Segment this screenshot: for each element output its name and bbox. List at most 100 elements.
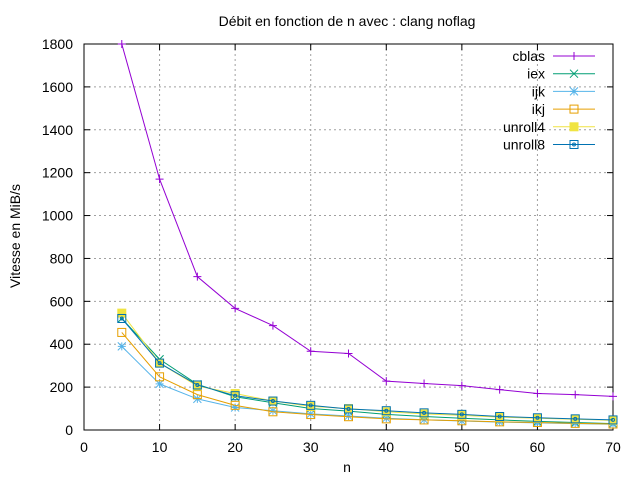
data-point-unroll8 — [157, 361, 162, 366]
data-point-unroll8 — [608, 415, 618, 425]
legend-marker — [572, 142, 576, 147]
series-ijk — [117, 342, 618, 429]
data-point-cblas — [382, 377, 391, 386]
data-point-unroll8 — [117, 313, 127, 323]
data-point-unroll8 — [419, 408, 429, 418]
legend-item-cblas: cblas — [512, 48, 595, 64]
y-tick-label: 1600 — [42, 79, 73, 95]
series-line-ikj — [121, 332, 614, 425]
data-point-cblas — [231, 304, 240, 313]
legend-item-unroll8: unroll8 — [503, 137, 595, 153]
y-tick-label: 1000 — [42, 208, 73, 224]
plot-frame — [83, 43, 614, 431]
data-point-unroll8 — [268, 396, 278, 406]
legend-label: ikj — [532, 101, 545, 117]
data-point-ikj — [268, 407, 278, 417]
data-point-ijk — [268, 406, 278, 416]
data-point-cblas — [457, 381, 466, 390]
data-point-unroll8 — [346, 406, 351, 411]
legend-label: ijk — [532, 83, 546, 99]
data-point-unroll8 — [230, 391, 240, 401]
data-point-unroll4 — [117, 308, 127, 318]
data-point-cblas — [495, 385, 504, 394]
x-tick-label: 70 — [605, 439, 621, 455]
data-point-ikj — [117, 327, 127, 337]
data-point-unroll8 — [573, 416, 578, 421]
data-point-unroll8 — [192, 380, 202, 390]
legend-marker — [569, 104, 579, 114]
series-line-unroll8 — [121, 318, 614, 421]
data-point-unroll8 — [308, 403, 313, 408]
x-tick-label: 40 — [378, 439, 394, 455]
data-point-unroll8 — [495, 411, 505, 421]
grid — [84, 44, 613, 430]
y-tick-label: 1800 — [42, 36, 73, 52]
data-point-cblas — [117, 40, 126, 48]
legend-marker — [569, 69, 579, 79]
data-point-unroll8 — [270, 399, 275, 404]
x-tick-label: 20 — [227, 439, 243, 455]
data-point-ijk — [117, 342, 127, 351]
x-axis-label: n — [343, 459, 351, 475]
data-point-ikj — [192, 390, 202, 400]
y-tick-label: 1400 — [42, 122, 73, 138]
legend-label: iex — [527, 66, 545, 82]
axis-ticks: 0 200 400 600 800 1000 1200 1400 1600 1800 0 10 20 30… — [42, 36, 621, 455]
data-point-ikj — [230, 400, 240, 410]
legend-item-iex: iex — [527, 66, 595, 82]
x-tick-label: 10 — [152, 439, 168, 455]
data-point-cblas — [609, 392, 617, 401]
data-point-unroll8 — [535, 415, 540, 420]
series-line-iex — [121, 318, 614, 425]
data-point-unroll8 — [457, 409, 467, 419]
data-point-ijk — [230, 403, 240, 412]
legend-label: unroll8 — [503, 137, 545, 153]
legend-label: cblas — [512, 48, 545, 64]
legend-item-ijk: ijk — [532, 83, 595, 99]
y-axis-label: Vitesse en MiB/s — [7, 184, 23, 288]
y-tick-label: 200 — [50, 379, 74, 395]
series — [117, 40, 618, 429]
series-cblas — [117, 40, 617, 401]
data-point-ijk — [381, 413, 391, 423]
data-point-unroll8 — [384, 408, 389, 413]
data-point-unroll8 — [344, 404, 353, 414]
data-point-unroll8 — [306, 400, 316, 410]
y-tick-label: 600 — [50, 293, 74, 309]
data-point-unroll8 — [497, 414, 502, 419]
legend-label: unroll4 — [503, 119, 545, 135]
chart-title: Débit en fonction de n avec : clang nofl… — [219, 13, 476, 29]
data-point-unroll8 — [532, 413, 542, 423]
data-point-unroll8 — [422, 410, 427, 415]
data-point-ijk — [155, 379, 164, 389]
data-point-cblas — [533, 389, 542, 398]
data-point-cblas — [306, 347, 315, 356]
legend-marker — [569, 87, 579, 96]
legend-marker — [569, 140, 579, 149]
data-point-unroll8 — [119, 316, 124, 321]
y-tick-label: 1200 — [42, 165, 73, 181]
x-tick-label: 0 — [80, 439, 88, 455]
data-point-unroll8 — [195, 382, 200, 387]
data-point-ijk — [344, 411, 353, 421]
data-point-unroll8 — [155, 358, 165, 368]
data-point-cblas — [193, 272, 202, 281]
data-point-unroll8 — [233, 393, 238, 398]
data-point-unroll4 — [608, 415, 618, 425]
x-tick-label: 50 — [454, 439, 470, 455]
data-point-cblas — [344, 349, 353, 358]
legend-item-ikj: ikj — [532, 101, 595, 117]
x-tick-label: 30 — [303, 439, 319, 455]
data-point-cblas — [155, 175, 164, 184]
data-point-unroll8 — [570, 414, 580, 424]
series-unroll8 — [117, 313, 618, 425]
legend-marker — [569, 122, 579, 132]
data-point-ikj — [155, 372, 165, 382]
y-tick-label: 400 — [50, 336, 74, 352]
data-point-ijk — [306, 409, 316, 419]
data-point-unroll8 — [381, 406, 391, 416]
data-point-cblas — [268, 321, 277, 330]
legend-item-unroll4: unroll4 — [503, 119, 595, 135]
